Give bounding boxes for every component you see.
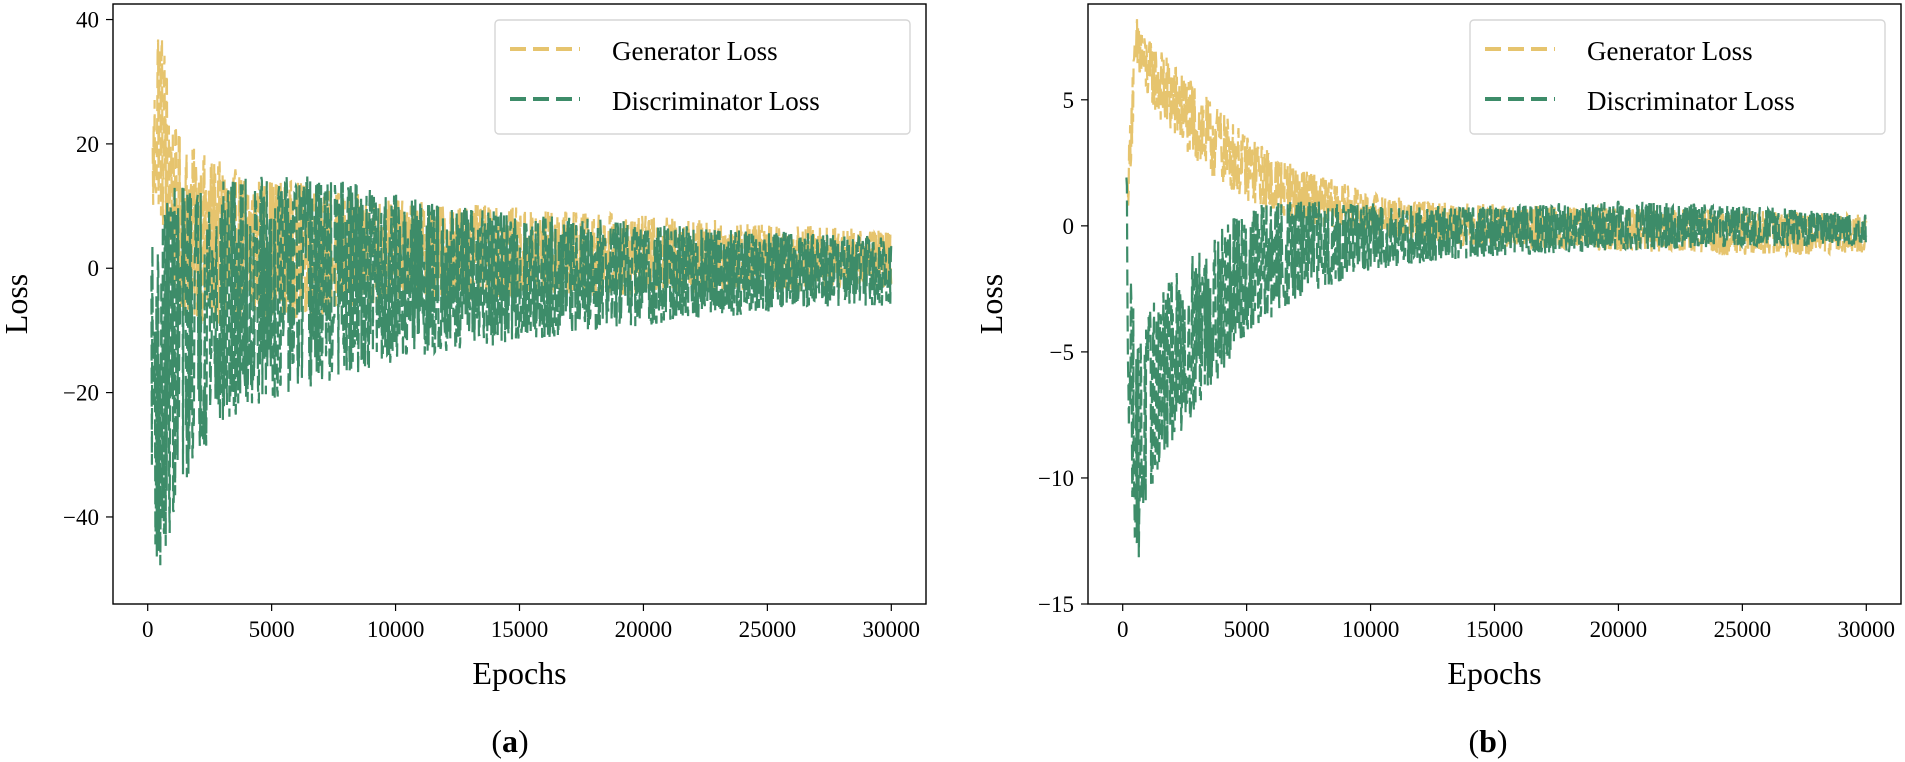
chart-a-ytick-label: −20: [63, 381, 99, 406]
chart-a-legend-generator-label: Generator Loss: [612, 36, 778, 66]
chart-a-ylabel: Loss: [0, 274, 34, 334]
chart-b-plot-area: [1125, 19, 1868, 558]
chart-b-xtick-label: 5000: [1224, 617, 1270, 642]
chart-b-legend-discriminator-label: Discriminator Loss: [1587, 86, 1795, 116]
chart-a-ytick-label: 0: [88, 256, 100, 281]
chart-a-legend-box: [494, 19, 911, 135]
chart-b-ytick-label: −10: [1038, 466, 1074, 491]
chart-panel-a: 0 5000 10000 15000 20000 25000 30000 −40 −20 0 20 4…: [0, 3, 927, 759]
chart-a-xtick-label: 15000: [491, 617, 549, 642]
panel-label-b: (b): [1468, 723, 1507, 759]
chart-a-xlabel: Epochs: [472, 655, 566, 691]
chart-a-xtick-label: 0: [142, 617, 154, 642]
chart-b-legend-box: [1469, 19, 1886, 135]
chart-a-ticks: 0 5000 10000 15000 20000 25000 30000 −40 −20 0 20 4…: [63, 8, 920, 642]
chart-b-xlabel: Epochs: [1447, 655, 1541, 691]
chart-b-xtick-label: 15000: [1466, 617, 1524, 642]
chart-b-ytick-label: 0: [1063, 214, 1075, 239]
chart-b-ytick-label: −15: [1038, 592, 1074, 617]
chart-b-legend: Generator Loss Discriminator Loss: [1469, 19, 1886, 135]
chart-a-ytick-label: 40: [76, 8, 99, 33]
chart-a-legend: Generator Loss Discriminator Loss: [494, 19, 911, 135]
chart-b-xtick-label: 20000: [1590, 617, 1648, 642]
chart-panel-b: 0 5000 10000 15000 20000 25000 30000 −15 −10 −5 0 5…: [973, 3, 1902, 759]
panel-label-a: (a): [491, 723, 528, 759]
chart-a-xtick-label: 10000: [367, 617, 425, 642]
chart-a-legend-discriminator-label: Discriminator Loss: [612, 86, 820, 116]
chart-b-xtick-label: 25000: [1714, 617, 1772, 642]
chart-a-xtick-label: 30000: [863, 617, 921, 642]
chart-b-series-discriminator-line: [1125, 177, 1868, 558]
chart-a-xtick-label: 25000: [739, 617, 797, 642]
chart-b-legend-generator-label: Generator Loss: [1587, 36, 1753, 66]
chart-a-ytick-label: −40: [63, 505, 99, 530]
chart-a-series-discriminator-line: [150, 175, 893, 566]
chart-a-ytick-label: 20: [76, 132, 99, 157]
chart-b-ytick-label: −5: [1050, 340, 1074, 365]
chart-a-series-generator-line: [151, 39, 893, 326]
chart-a-xtick-label: 5000: [249, 617, 295, 642]
chart-b-ticks: 0 5000 10000 15000 20000 25000 30000 −15 −10 −5 0 5: [1038, 88, 1895, 642]
chart-a-xtick-label: 20000: [615, 617, 673, 642]
chart-b-xtick-label: 30000: [1838, 617, 1896, 642]
chart-a-plot-area: [150, 39, 893, 566]
chart-b-xtick-label: 0: [1117, 617, 1129, 642]
chart-b-xtick-label: 10000: [1342, 617, 1400, 642]
chart-b-ylabel: Loss: [973, 274, 1009, 334]
chart-b-ytick-label: 5: [1063, 88, 1075, 113]
